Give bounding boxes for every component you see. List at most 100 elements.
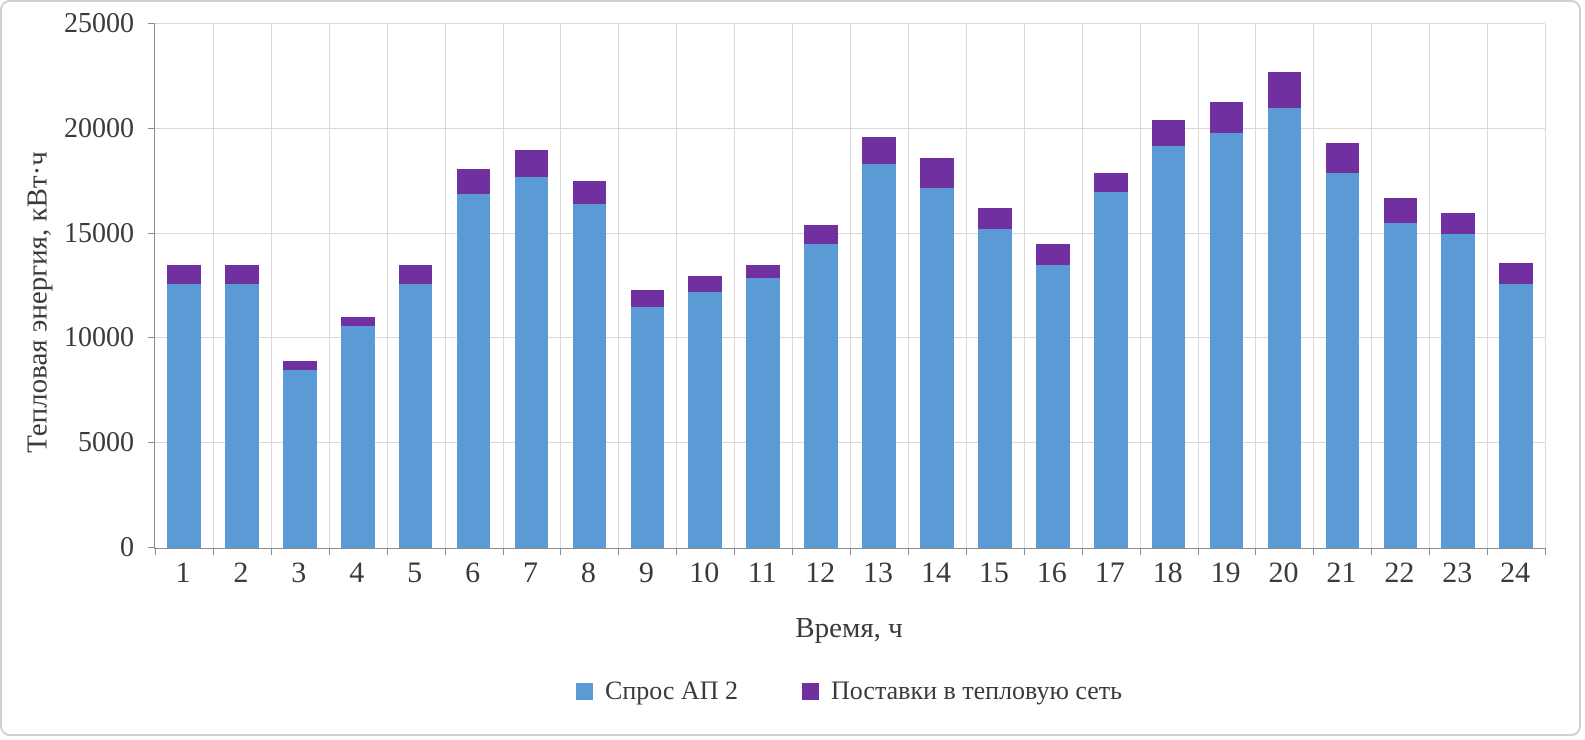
v-gridline (386, 24, 388, 548)
bar-segment-demand (1093, 191, 1128, 548)
x-axis-tick-label: 23 (1442, 556, 1473, 589)
x-axis-tick-label: 8 (580, 556, 596, 589)
x-axis-title: Время, ч (795, 612, 903, 644)
bar-segment-supply (398, 265, 433, 284)
x-axis-tick-label: 11 (747, 556, 777, 589)
x-axis-tick-mark (328, 548, 330, 555)
bar-slot (1371, 24, 1429, 548)
bar-segment-supply (1267, 72, 1302, 108)
v-gridline (1023, 24, 1025, 548)
bar-segment-demand (688, 292, 723, 548)
bar-segment-demand (167, 283, 201, 548)
x-axis-tick-label: 7 (522, 556, 538, 589)
bar-segment-demand (1325, 172, 1360, 548)
bar-slot (1198, 24, 1256, 548)
y-axis-tick-label: 10000 (64, 322, 134, 354)
x-axis-tick-label: 21 (1326, 556, 1357, 589)
legend-item-demand: Спрос АП 2 (575, 676, 738, 706)
x-axis-tick-mark (850, 548, 851, 555)
x-axis-tick-label: 3 (291, 556, 307, 589)
v-gridline (1081, 24, 1083, 548)
bar-segment-demand (1441, 233, 1476, 548)
x-axis-tick-mark (734, 548, 736, 555)
bar-slot (560, 24, 618, 548)
bar (1325, 24, 1360, 548)
x-axis-tick-mark (792, 548, 794, 555)
x-axis-tick-mark (1197, 548, 1199, 555)
x-axis-tick-label: 9 (638, 556, 654, 589)
bar-segment-supply (978, 208, 1012, 230)
bar (688, 24, 723, 548)
v-gridline (618, 24, 620, 548)
bar-segment-supply (1499, 262, 1533, 284)
legend: Спрос АП 2 Поставки в тепловую сеть (154, 676, 1544, 706)
bar-segment-supply (804, 225, 838, 245)
bar-segment-supply (862, 137, 896, 165)
x-axis-tick-mark (1429, 548, 1431, 555)
bar-segment-demand (514, 177, 549, 548)
v-gridline (1429, 24, 1431, 548)
x-axis-tick-mark (1255, 548, 1257, 555)
bar-segment-demand (340, 325, 375, 548)
bar-slot (908, 24, 966, 548)
bar-slot (1487, 24, 1545, 548)
bar (920, 24, 954, 548)
x-axis-tick-label: 22 (1384, 556, 1415, 589)
x-axis-tick-mark (907, 548, 909, 555)
v-gridline (792, 24, 794, 548)
x-axis-tick-mark (270, 548, 272, 555)
y-axis-tick-mark (148, 23, 155, 24)
bar-segment-demand (1499, 283, 1533, 548)
bar-segment-supply (1441, 212, 1476, 234)
bar-segment-demand (398, 283, 433, 548)
bar-segment-demand (225, 283, 259, 548)
v-gridline (1313, 24, 1315, 548)
x-axis-tick-label: 1 (175, 556, 191, 589)
bar (1267, 24, 1302, 548)
bar-segment-demand (1035, 265, 1070, 548)
x-axis-tick-label: 13 (863, 556, 894, 589)
bar-segment-demand (978, 229, 1012, 548)
x-axis-tick-mark (965, 548, 967, 555)
v-gridline (734, 24, 736, 548)
y-axis-tick-label: 0 (120, 532, 134, 563)
v-gridline (328, 24, 330, 548)
x-axis-tick-mark (1023, 548, 1025, 555)
x-axis-tick-label: 15 (978, 556, 1009, 589)
bar-segment-supply (1383, 197, 1418, 224)
bar-slot (734, 24, 792, 548)
bar-segment-demand (572, 204, 607, 548)
x-axis-tick-mark (386, 548, 388, 555)
bar-segment-supply (514, 149, 549, 178)
x-axis-tick-label: 17 (1094, 556, 1125, 589)
bar-segment-supply (1151, 120, 1186, 146)
gridlines (148, 23, 1546, 555)
bar-slot (1429, 24, 1487, 548)
bar-segment-demand (1383, 223, 1418, 548)
x-axis-tick-label: 4 (349, 556, 365, 589)
bar-segment-supply (1093, 172, 1128, 192)
bar-segment-demand (456, 193, 491, 548)
v-gridline (907, 24, 909, 548)
v-gridline (850, 24, 851, 548)
bar (514, 24, 549, 548)
bar (1209, 24, 1244, 548)
bar-slot (445, 24, 503, 548)
y-axis-tick-label: 15000 (64, 217, 134, 249)
bar (1383, 24, 1418, 548)
bar-segment-demand (1151, 145, 1186, 548)
bar-slot (271, 24, 329, 548)
bar-segment-supply (456, 168, 491, 194)
bar (862, 24, 896, 548)
bar-segment-supply (1035, 244, 1070, 266)
x-axis-tick-label: 5 (407, 556, 423, 589)
bar-slot (1256, 24, 1314, 548)
bar-slot (155, 24, 213, 548)
bar-segment-supply (688, 275, 723, 293)
bar-segment-supply (283, 361, 317, 370)
legend-item-supply: Поставки в тепловую сеть (801, 676, 1122, 706)
bar-segment-supply (340, 317, 375, 326)
v-gridline (502, 24, 504, 548)
v-gridline (1197, 24, 1199, 548)
